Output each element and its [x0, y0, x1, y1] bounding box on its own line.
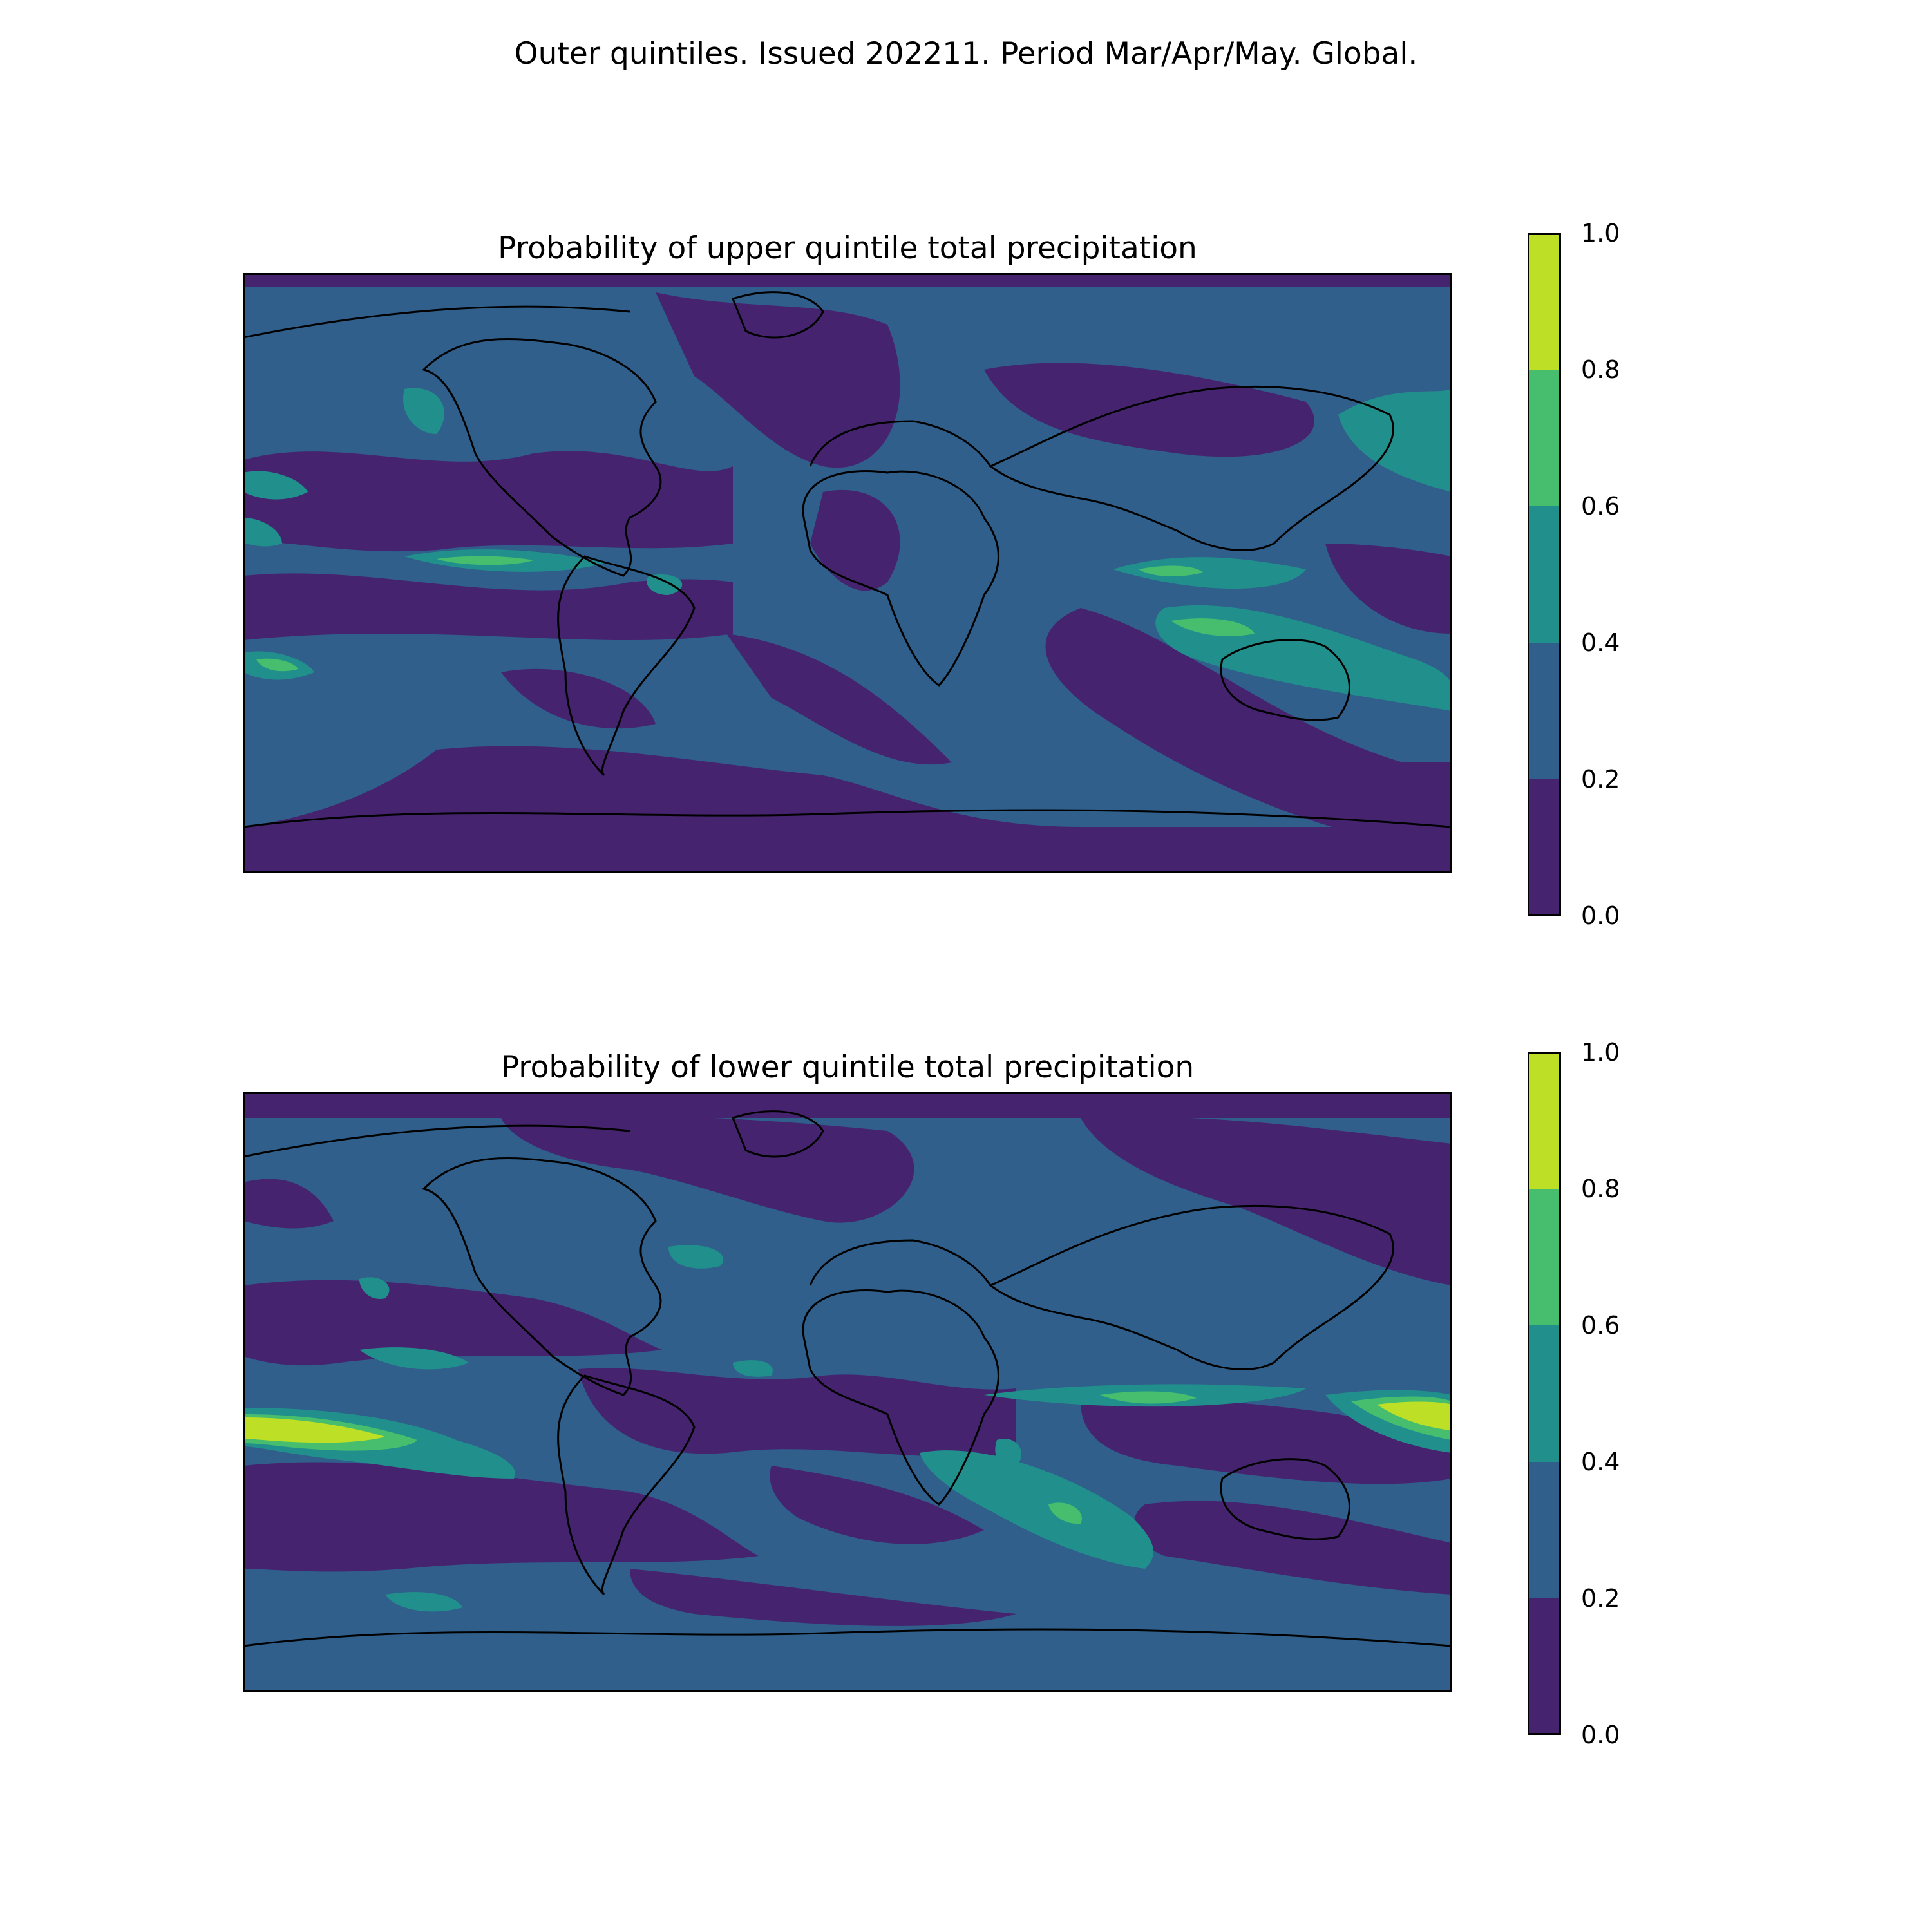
colorbar-tick: 0.2	[1581, 765, 1620, 793]
coastlines	[243, 291, 1452, 828]
colorbar-tick: 0.2	[1581, 1584, 1620, 1613]
colorbar-tick: 0.8	[1581, 355, 1620, 384]
colorbar-band-0.6-0.8	[1528, 1189, 1561, 1325]
lower-quintile-map	[243, 1092, 1452, 1692]
colorbar-band-0.2-0.4	[1528, 1462, 1561, 1598]
colorbar-band-0.8-1.0	[1528, 233, 1561, 370]
colorbar-band-0.4-0.6	[1528, 1325, 1561, 1462]
colorbar-tick: 0.4	[1581, 1448, 1620, 1476]
colorbar-tick: 0.0	[1581, 902, 1620, 930]
colorbar-band-0.0-0.2	[1528, 779, 1561, 916]
figure-title: Outer quintiles. Issued 202211. Period M…	[514, 36, 1418, 71]
map-frame	[243, 273, 1452, 873]
colorbar-band-0.6-0.8	[1528, 370, 1561, 506]
map-frame	[243, 1092, 1452, 1692]
colorbar-tick: 0.8	[1581, 1175, 1620, 1203]
coastlines	[243, 1110, 1452, 1647]
upper-panel-title: Probability of upper quintile total prec…	[498, 231, 1197, 266]
field-level-0.8-1.0	[243, 1401, 1452, 1443]
colorbar-band-0.4-0.6	[1528, 506, 1561, 643]
lower-panel-title: Probability of lower quintile total prec…	[500, 1050, 1195, 1085]
colorbar-band-0.8-1.0	[1528, 1052, 1561, 1189]
colorbar-tick: 0.4	[1581, 629, 1620, 657]
field-level-0.6-0.8	[256, 556, 1255, 672]
field-level-0-0.2	[243, 1092, 1452, 1626]
colorbar-tick: 0.6	[1581, 1311, 1620, 1340]
colorbar-tick: 0.6	[1581, 492, 1620, 520]
colorbar-band-0.2-0.4	[1528, 643, 1561, 779]
colorbar-tick: 1.0	[1581, 1038, 1620, 1066]
colorbar-band-0.0-0.2	[1528, 1598, 1561, 1735]
colorbar-tick: 0.0	[1581, 1721, 1620, 1749]
upper-quintile-map	[243, 273, 1452, 873]
lower-colorbar	[1528, 1052, 1561, 1735]
colorbar-tick: 1.0	[1581, 219, 1620, 247]
upper-colorbar	[1528, 233, 1561, 916]
